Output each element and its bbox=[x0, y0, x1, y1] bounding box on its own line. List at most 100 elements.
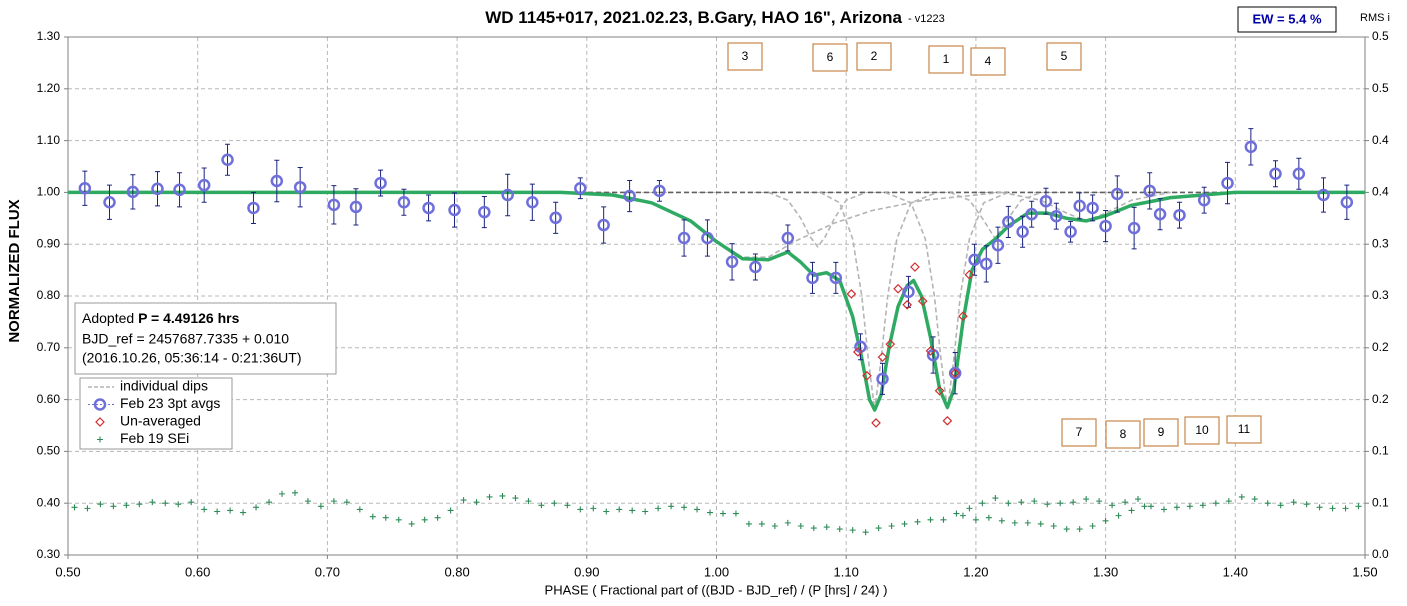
dip-label-box bbox=[928, 45, 964, 74]
data-point bbox=[422, 201, 435, 215]
error-bar bbox=[1005, 205, 1011, 238]
data-point bbox=[701, 231, 714, 245]
error-bar bbox=[656, 179, 662, 202]
data-point bbox=[642, 508, 649, 515]
data-point bbox=[797, 522, 804, 529]
dip-label: 2 bbox=[871, 49, 878, 63]
data-point bbox=[980, 257, 993, 271]
error-bar bbox=[1157, 198, 1163, 231]
error-bar bbox=[378, 169, 384, 197]
error-bar bbox=[1020, 215, 1026, 248]
data-point bbox=[395, 516, 402, 523]
dip-label-box bbox=[727, 42, 763, 71]
data-point bbox=[448, 203, 461, 217]
error-bar bbox=[250, 191, 256, 224]
error-bar bbox=[107, 184, 113, 220]
data-point bbox=[1050, 522, 1057, 529]
y2-tick-label: 0.1 bbox=[1372, 444, 1389, 458]
data-point bbox=[247, 201, 260, 215]
y-tick-label: 1.20 bbox=[37, 81, 61, 95]
data-point bbox=[227, 507, 234, 514]
y2-tick-label: 0.4 bbox=[1372, 133, 1389, 147]
info-period: P = 4.49126 hrs bbox=[138, 310, 240, 326]
data-point bbox=[151, 182, 164, 196]
data-point bbox=[629, 507, 636, 514]
data-point bbox=[877, 352, 888, 362]
data-point bbox=[270, 174, 284, 188]
legend-swatch bbox=[95, 417, 105, 427]
data-point bbox=[1290, 499, 1297, 506]
data-point bbox=[979, 500, 986, 507]
data-point bbox=[694, 506, 701, 513]
data-point bbox=[1160, 506, 1167, 513]
data-point bbox=[434, 514, 441, 521]
data-point bbox=[925, 346, 936, 356]
data-point bbox=[1135, 496, 1142, 503]
error-bar bbox=[930, 336, 936, 374]
data-point bbox=[577, 506, 584, 513]
error-bar bbox=[201, 167, 207, 203]
x-tick-label: 1.40 bbox=[1223, 564, 1248, 579]
data-point bbox=[291, 489, 298, 496]
data-point bbox=[214, 508, 221, 515]
legend-label: individual dips bbox=[120, 378, 208, 394]
error-bar bbox=[1114, 175, 1120, 213]
data-point bbox=[1083, 496, 1090, 503]
data-point bbox=[78, 182, 92, 195]
x-tick-label: 1.20 bbox=[963, 564, 988, 579]
data-point bbox=[1173, 208, 1186, 222]
data-point bbox=[1076, 526, 1083, 533]
error-bar bbox=[1131, 206, 1137, 250]
error-bar bbox=[880, 362, 886, 395]
x-tick-label: 1.00 bbox=[704, 564, 729, 579]
data-point bbox=[1005, 500, 1012, 507]
data-point bbox=[538, 502, 545, 509]
data-point bbox=[1002, 215, 1015, 229]
data-point bbox=[1141, 503, 1148, 510]
error-bar bbox=[729, 243, 735, 281]
data-point bbox=[745, 520, 752, 527]
data-point bbox=[317, 503, 324, 510]
data-point bbox=[173, 183, 186, 197]
data-point bbox=[512, 495, 519, 502]
error-bar bbox=[952, 351, 958, 395]
error-bar bbox=[1090, 194, 1096, 222]
data-point bbox=[1212, 500, 1219, 507]
data-point bbox=[1031, 498, 1038, 505]
chart-title-group: WD 1145+017, 2021.02.23, B.Gary, HAO 16"… bbox=[485, 8, 944, 27]
dip-label: 6 bbox=[827, 50, 834, 64]
dip-label-box bbox=[856, 42, 892, 71]
error-bar bbox=[553, 201, 559, 234]
data-point bbox=[1342, 505, 1349, 512]
data-point bbox=[526, 195, 539, 209]
data-point bbox=[668, 503, 675, 510]
plot-area: 0.50 0.60 0.70 0.80 0.90 1.00 1.10 1.20 1.30 1.40… bbox=[37, 29, 1389, 579]
error-bar bbox=[401, 188, 407, 216]
info-box bbox=[74, 302, 337, 375]
dip-label: 11 bbox=[1238, 422, 1251, 436]
dip-label: 5 bbox=[1061, 49, 1068, 63]
x-tick-label: 1.10 bbox=[834, 564, 859, 579]
error-bar bbox=[353, 188, 359, 226]
data-point bbox=[549, 211, 562, 225]
data-point bbox=[991, 238, 1005, 252]
error-bar bbox=[983, 245, 989, 283]
data-point bbox=[564, 502, 571, 509]
y2-tick-label: 0.3 bbox=[1372, 236, 1389, 250]
error-bar bbox=[225, 143, 231, 176]
dip-label: 3 bbox=[742, 49, 749, 63]
data-point bbox=[972, 516, 979, 523]
data-point bbox=[1111, 187, 1124, 201]
data-point bbox=[574, 182, 587, 195]
x-tick-label: 0.80 bbox=[444, 564, 469, 579]
data-point bbox=[1173, 504, 1180, 511]
data-point bbox=[84, 505, 91, 512]
title-suffix: - v1223 bbox=[908, 13, 945, 25]
error-bar bbox=[452, 192, 458, 228]
y-tick-label: 0.40 bbox=[37, 495, 61, 509]
data-point bbox=[71, 504, 78, 511]
data-point bbox=[810, 525, 817, 532]
data-point bbox=[304, 498, 311, 505]
data-point bbox=[917, 296, 928, 307]
data-point bbox=[806, 271, 819, 285]
